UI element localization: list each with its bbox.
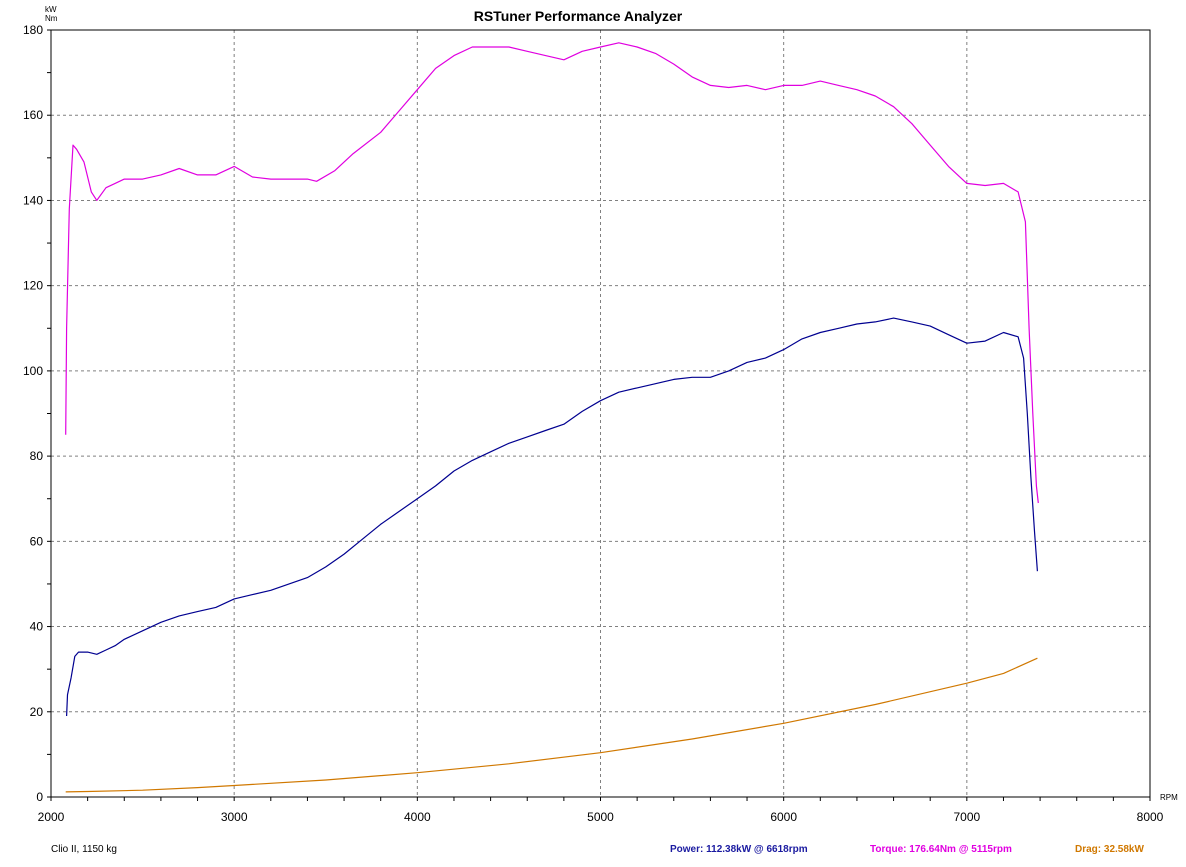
y-tick-label: 40 [30, 620, 44, 634]
y-unit-nm: Nm [45, 14, 58, 23]
y-tick-label: 0 [36, 790, 43, 804]
torque-curve [65, 42, 1039, 504]
vehicle-info: Clio II, 1150 kg [51, 844, 117, 855]
grid-lines [51, 30, 1150, 797]
x-axis-label: RPM [1160, 793, 1178, 802]
y-tick-label: 140 [23, 193, 43, 207]
x-tick-label: 6000 [770, 810, 797, 824]
plot-frame [50, 29, 1151, 798]
y-tick-label: 120 [23, 279, 43, 293]
x-tick-label: 7000 [953, 810, 980, 824]
y-tick-label: 160 [23, 108, 43, 122]
chart-title: RSTuner Performance Analyzer [474, 8, 683, 24]
drag-curve [65, 657, 1038, 793]
x-tick-label: 5000 [587, 810, 614, 824]
power-curve [66, 317, 1038, 717]
x-tick-label: 2000 [38, 810, 65, 824]
y-tick-label: 80 [30, 449, 44, 463]
y-tick-label: 100 [23, 364, 43, 378]
y-unit-kw: kW [45, 5, 57, 14]
x-tick-labels: 2000 3000 4000 5000 6000 7000 8000 [38, 810, 1164, 824]
x-tick-label: 3000 [221, 810, 248, 824]
x-tick-label: 8000 [1137, 810, 1164, 824]
series-layer [65, 42, 1039, 793]
minor-ticks [47, 29, 1151, 801]
y-tick-label: 180 [23, 23, 43, 37]
y-tick-label: 60 [30, 534, 44, 548]
power-summary: Power: 112.38kW @ 6618rpm [670, 844, 808, 855]
y-tick-label: 20 [30, 705, 44, 719]
drag-summary: Drag: 32.58kW [1075, 844, 1144, 855]
torque-summary: Torque: 176.64Nm @ 5115rpm [870, 844, 1012, 855]
y-tick-labels: 0 20 40 60 80 100 120 140 160 180 [23, 23, 43, 804]
x-tick-label: 4000 [404, 810, 431, 824]
